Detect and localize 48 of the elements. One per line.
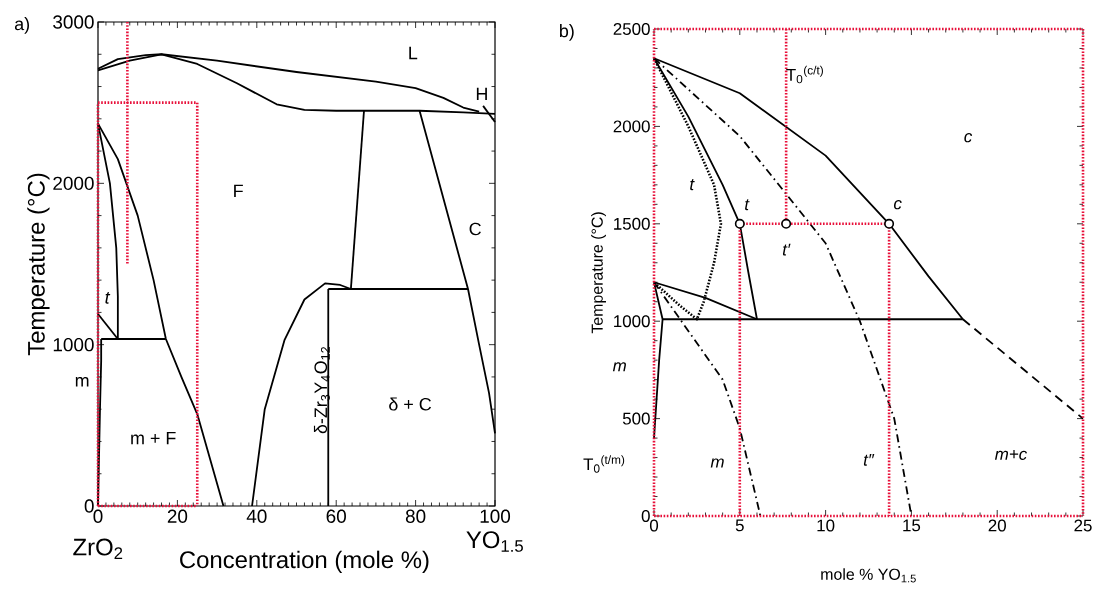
annotation: c (964, 133, 973, 143)
x-tick-label: 25 (1074, 519, 1092, 532)
y-tick-label: 2000 (53, 176, 94, 191)
annotation: t (690, 179, 695, 191)
annotation: m (710, 458, 724, 468)
y-tick-label: 2000 (613, 120, 650, 133)
y-tick-label: 1000 (53, 337, 94, 352)
annotation: c (893, 200, 902, 210)
y-tick-label: 1000 (614, 315, 650, 328)
x-tick-label: 0 (93, 509, 103, 523)
y-tick-label: 3000 (53, 15, 94, 29)
y-tick-label: 1500 (614, 217, 650, 230)
text: m (612, 362, 626, 372)
y-axis-title: Temperature (°C) (591, 212, 606, 334)
annotation: H (476, 87, 487, 101)
annotation: m + F (131, 431, 176, 445)
annotation: T$_{0}$(c/t) (786, 65, 823, 84)
x-tick-label: 60 (326, 509, 346, 523)
y-tick-label: 500 (622, 412, 650, 425)
text: YO$_{1.5}$ (466, 531, 523, 552)
annotation: t (745, 199, 750, 211)
x-tick-label: 5 (735, 519, 744, 532)
x-tick-label: 20 (167, 509, 188, 523)
x-axis-title: mole % YO$_{1.5}$ (821, 568, 916, 583)
annotation: C (469, 222, 481, 236)
y-axis-title: Temperature (°C) (27, 173, 50, 356)
x-tick-label: 0 (649, 519, 659, 532)
x-tick-label: 15 (903, 519, 921, 532)
x-tick-label: 40 (246, 509, 267, 523)
annotation: m+c (994, 450, 1027, 460)
chart-title: a) (14, 17, 30, 34)
text: ZrO$_{2}$ (73, 538, 123, 559)
x-axis-title: Concentration (mole %) (180, 550, 429, 573)
annotation: t (105, 291, 111, 304)
x-tick-label: 80 (405, 509, 426, 523)
chart-title: b) (560, 24, 574, 41)
annotation: F (234, 184, 243, 198)
annotation: t′ (782, 243, 791, 256)
annotation: L (409, 46, 418, 60)
annotation: δ + C (389, 397, 432, 411)
x-tick-label: 20 (988, 519, 1006, 532)
y-tick-label: 0 (84, 499, 94, 513)
y-tick-label: 2500 (613, 23, 650, 35)
x-tick-label: 10 (817, 519, 835, 532)
text: m (75, 376, 89, 387)
x-tick-label: 100 (480, 509, 511, 523)
text: T$_{0}$(t/m) (583, 455, 625, 473)
annotation: t″ (863, 453, 875, 466)
